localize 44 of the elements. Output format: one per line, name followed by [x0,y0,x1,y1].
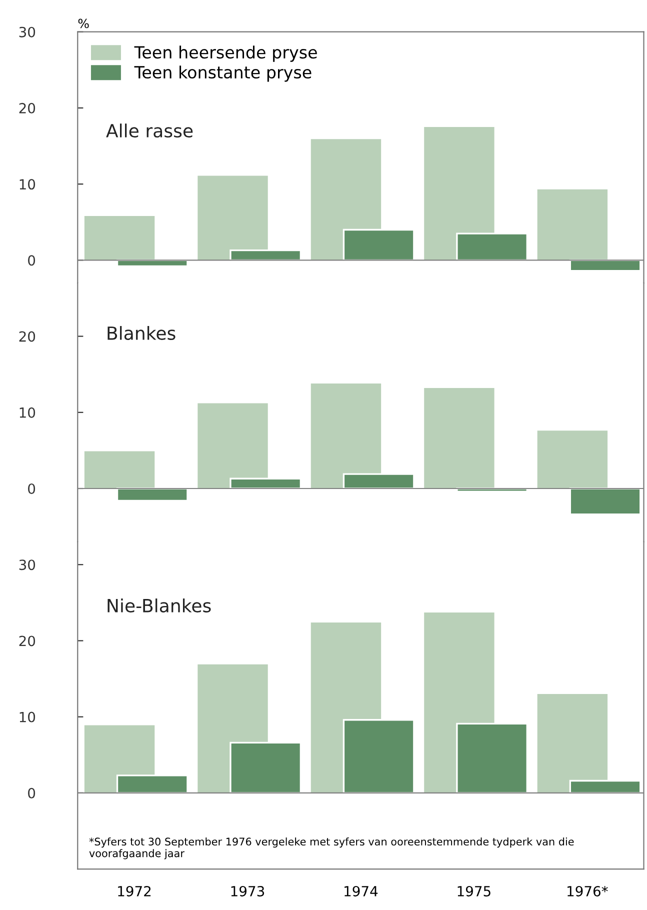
y-axis-title: % [78,18,89,28]
bar [198,403,268,489]
annotation: *Syfers tot 30 September 1976 vergeleke met syfers van ooreenstemmende tydperk van die voorafgaande jaar [89,837,574,860]
bar [537,189,608,260]
x-tick-label: 1975 [458,886,490,896]
text: Blankes [108,326,176,340]
bar [116,488,188,502]
bar [230,478,302,490]
y-tick-label: 10 [20,407,36,418]
bar [342,473,415,490]
bar [342,228,415,262]
bar [424,388,494,489]
bar [569,780,642,794]
y-tick-label: 0 [28,255,36,266]
text: Nie-Blankes [108,598,211,612]
bar [84,216,155,260]
bar [537,694,608,793]
bar [569,488,642,516]
y-tick-label: 0 [28,788,36,798]
y-tick-label: 30 [19,560,36,570]
bar [456,722,528,794]
x-tick-label: 1973 [231,886,264,896]
bar [537,430,608,489]
x-tick-label: 1976* [568,886,608,896]
y-tick-label: 20 [19,636,36,646]
bar [230,249,302,262]
text: Alle rasse [106,124,193,138]
y-tick-label: 10 [20,179,36,190]
bar [116,774,188,794]
bar [230,742,302,794]
y-tick-label: 20 [19,331,36,342]
x-tick-label: 1972 [118,886,151,896]
y-tick-label: 30 [19,26,36,38]
y-tick-label: 10 [20,712,36,722]
y-tick-label: 20 [19,102,36,114]
x-tick-label: 1974 [344,886,378,896]
bar [310,383,382,489]
y-tick-label: 0 [28,483,36,494]
bar [342,719,415,794]
bar [198,176,268,260]
legend-label: Teen heersende pryse [134,46,317,62]
bar [456,232,528,262]
legend-label: Teen konstante pryse [134,66,312,82]
bar [84,451,155,489]
